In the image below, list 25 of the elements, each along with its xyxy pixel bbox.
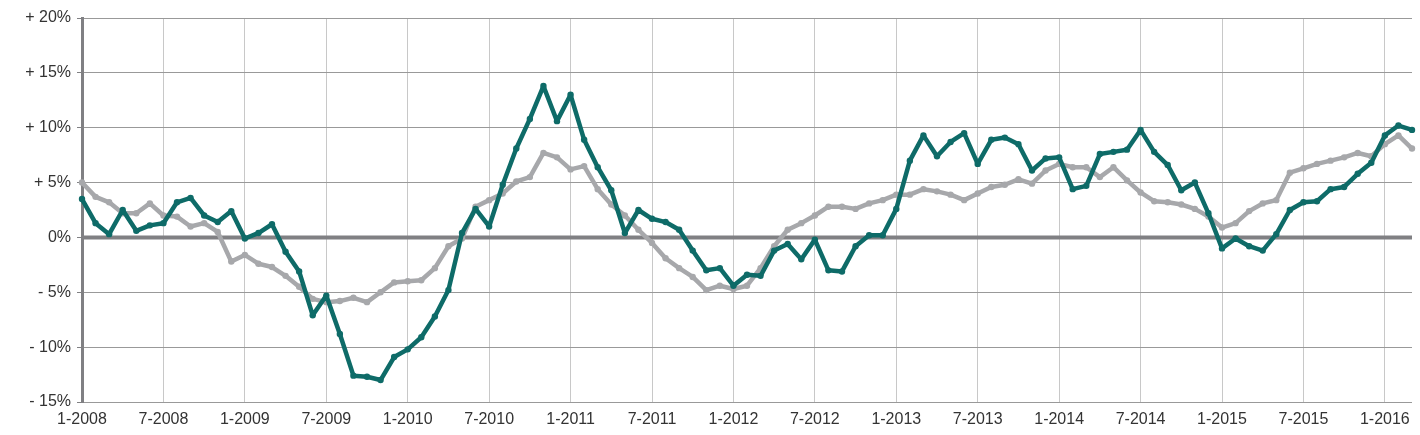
x-tick-label: 1-2009 (219, 410, 270, 428)
x-tick-label: 1-2010 (382, 410, 433, 428)
x-tick-label: 7-2009 (301, 410, 352, 428)
x-tick-label: 7-2011 (627, 410, 677, 428)
y-tick-label: - 5% (38, 282, 71, 300)
x-tick-label: 7-2015 (1278, 410, 1329, 428)
x-tick-label: 1-2015 (1197, 410, 1248, 428)
y-tick-label: - 10% (29, 337, 71, 355)
y-tick-label: + 20% (25, 8, 71, 26)
x-tick-label: 1-2014 (1034, 410, 1085, 428)
y-tick-label: + 5% (34, 172, 71, 190)
x-tick-label: 7-2014 (1115, 410, 1166, 428)
x-tick-label: 1-2008 (57, 410, 108, 428)
x-tick-label: 7-2013 (952, 410, 1003, 428)
x-tick-label: 7-2008 (138, 410, 189, 428)
y-tick-label: - 15% (29, 392, 71, 410)
x-tick-label: 1-2013 (871, 410, 922, 428)
y-tick-label: + 10% (25, 118, 71, 136)
x-tick-label: 1-2012 (708, 410, 759, 428)
y-tick-label: + 15% (25, 63, 71, 81)
x-tick-label: 7-2010 (464, 410, 515, 428)
x-tick-label: 7-2012 (789, 410, 840, 428)
y-tick-label: 0% (47, 227, 71, 245)
x-tick-label: 1-2011 (546, 410, 595, 428)
x-tick-label: 1-2016 (1359, 410, 1410, 428)
